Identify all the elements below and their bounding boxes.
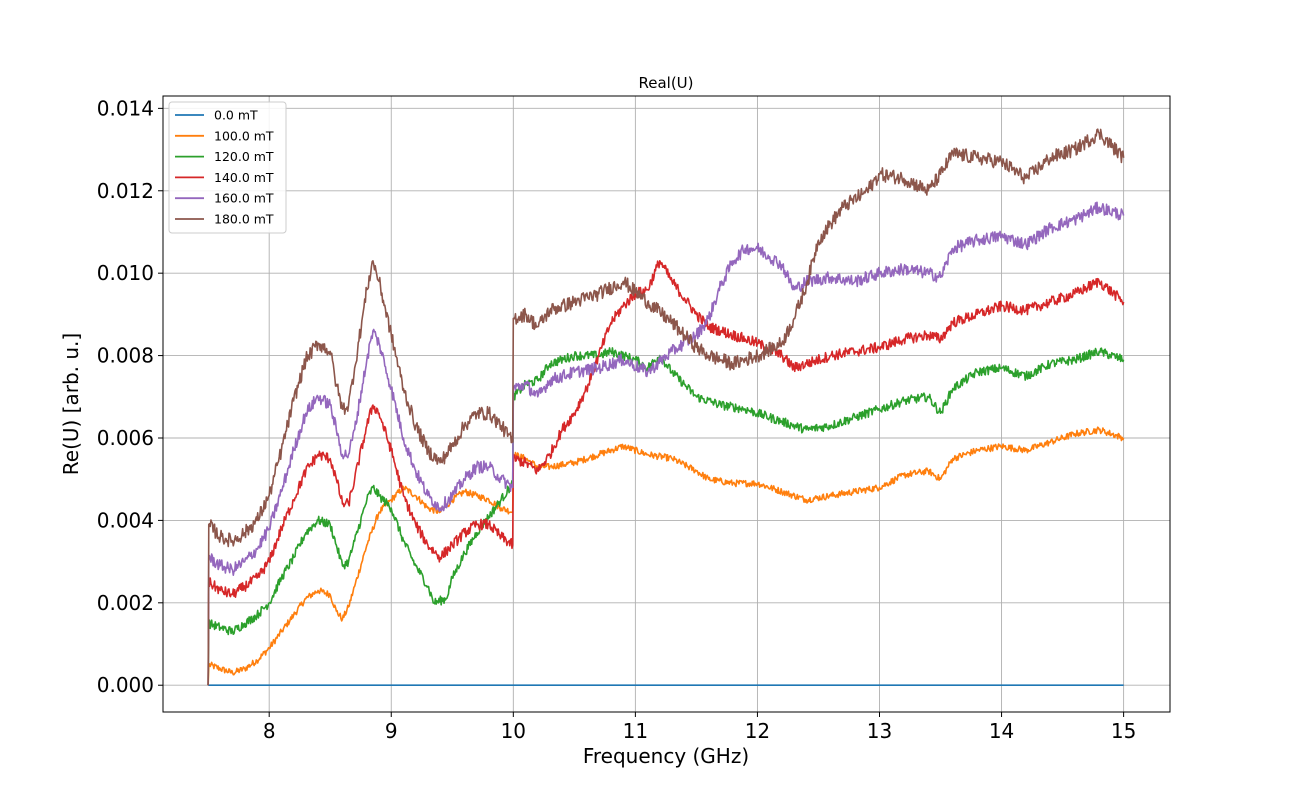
y-axis-label: Re(U) [arb. u.] [59, 333, 83, 475]
legend-label: 0.0 mT [214, 108, 258, 123]
legend-entries: 0.0 mT 100.0 mT 120.0 mT 140.0 mT 160.0 mT 18… [175, 108, 274, 227]
x-tick-label: 14 [989, 719, 1014, 743]
legend: 0.0 mT 100.0 mT 120.0 mT 140.0 mT 160.0 mT 18… [168, 101, 287, 234]
y-tick-label: 0.004 [97, 508, 154, 532]
x-tick-label: 15 [1111, 719, 1136, 743]
x-tick-label: 9 [385, 719, 398, 743]
x-axis-label: Frequency (GHz) [583, 744, 749, 768]
plot-series [207, 128, 1125, 687]
y-tick-label: 0.012 [97, 179, 154, 203]
y-tick-label: 0.010 [97, 261, 154, 285]
series-line-1 [207, 426, 1125, 686]
y-tick-label: 0.002 [97, 591, 154, 615]
x-tick-label: 8 [263, 719, 276, 743]
legend-label: 120.0 mT [214, 149, 274, 164]
series-line-3 [207, 260, 1125, 686]
legend-label: 140.0 mT [214, 170, 274, 185]
legend-box [168, 101, 287, 234]
legend-label: 180.0 mT [214, 212, 274, 227]
series-line-5 [207, 128, 1125, 686]
y-tick-label: 0.008 [97, 344, 154, 368]
x-tick-label: 11 [623, 719, 648, 743]
legend-label: 160.0 mT [214, 191, 274, 206]
plot-area-frame [162, 95, 1171, 713]
y-tick-label: 0.000 [97, 673, 154, 697]
axis-ticks: 8 9 10 11 12 13 14 15 0.000 0.002 0.004 0.006 0.008 0… [97, 96, 1137, 743]
series-line-4 [207, 201, 1125, 686]
x-tick-label: 12 [745, 719, 770, 743]
y-tick-label: 0.014 [97, 96, 154, 120]
x-tick-label: 13 [867, 719, 892, 743]
y-tick-label: 0.006 [97, 426, 154, 450]
x-tick-label: 10 [501, 719, 526, 743]
chart-title: Real(U) [638, 74, 693, 92]
legend-label: 100.0 mT [214, 128, 274, 143]
